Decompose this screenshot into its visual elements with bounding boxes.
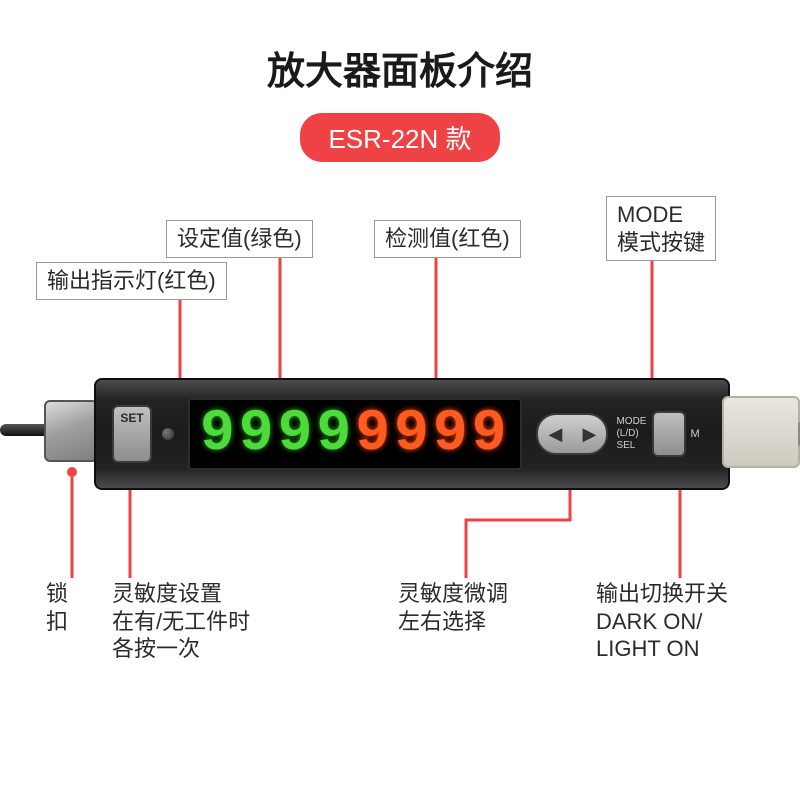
sel-label: SEL: [616, 440, 646, 452]
latch[interactable]: [44, 400, 98, 462]
callout-latch: 锁 扣: [46, 580, 68, 635]
callout-output-sw: 输出切换开关 DARK ON/ LIGHT ON: [596, 580, 728, 663]
mode-label-line2: (L/D): [616, 428, 646, 440]
arrow-left-icon: ◀: [549, 424, 563, 445]
display-set-value: 9999: [200, 402, 355, 467]
output-led: [162, 428, 174, 440]
mode-label-line1: MODE: [616, 416, 646, 428]
arrow-selector[interactable]: ◀ ▶: [536, 413, 608, 455]
callout-set-value: 设定值(绿色): [166, 220, 313, 258]
mode-button[interactable]: [652, 411, 686, 457]
callout-sens-adj: 灵敏度微调 左右选择: [398, 580, 508, 635]
callout-output-led: 输出指示灯(红色): [36, 262, 227, 300]
callout-sens-set: 灵敏度设置 在有/无工件时 各按一次: [112, 580, 250, 663]
callout-mode-button: MODE 模式按键: [606, 196, 716, 261]
amplifier-device: SET 9999 9999 ◀ ▶ MODE (L/D) SEL M: [0, 378, 800, 490]
callout-detect-value: 检测值(红色): [374, 220, 521, 258]
m-label: M: [690, 428, 699, 440]
display-detect-value: 9999: [355, 402, 510, 467]
mode-labels: MODE (L/D) SEL: [616, 416, 646, 452]
device-body: SET 9999 9999 ◀ ▶ MODE (L/D) SEL M: [94, 378, 730, 490]
arrow-right-icon: ▶: [583, 424, 597, 445]
digital-display: 9999 9999: [188, 398, 522, 470]
set-button[interactable]: SET: [112, 405, 152, 463]
connector-right: [722, 396, 800, 468]
